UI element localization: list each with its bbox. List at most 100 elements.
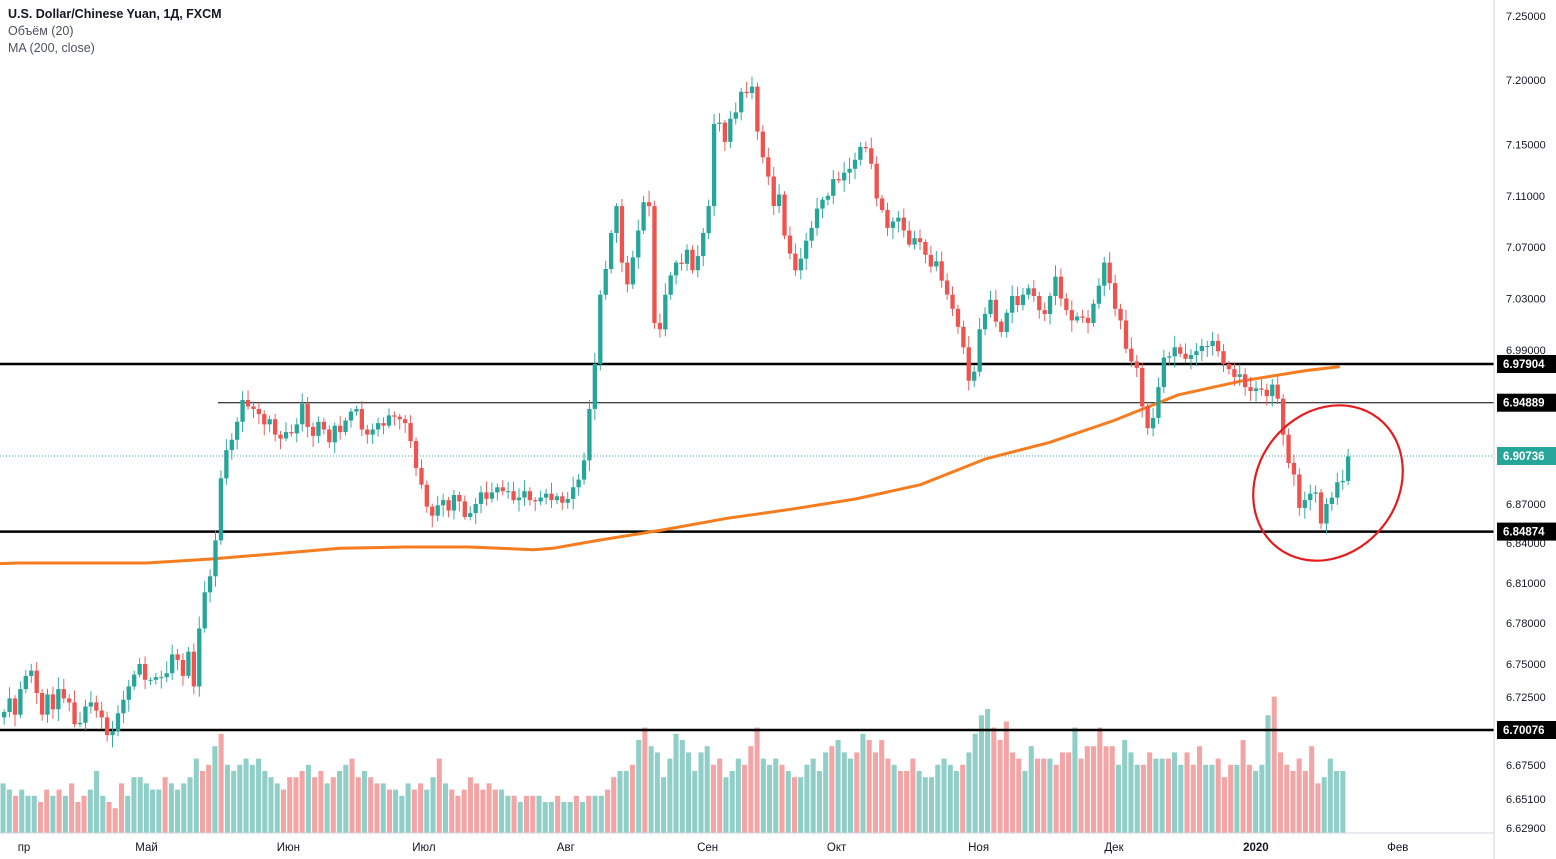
candle-body bbox=[1259, 388, 1264, 390]
volume-bar bbox=[667, 758, 673, 833]
candle-body bbox=[1145, 406, 1150, 429]
volume-bar bbox=[393, 789, 399, 833]
volume-bar bbox=[991, 727, 997, 833]
candle-body bbox=[186, 651, 191, 676]
volume-bar bbox=[891, 764, 897, 833]
volume-bar bbox=[586, 795, 592, 833]
volume-bar bbox=[150, 789, 156, 833]
volume-bar bbox=[499, 789, 505, 833]
x-tick-label: Фев bbox=[1387, 842, 1408, 854]
volume-bar bbox=[1053, 764, 1059, 833]
candle-body bbox=[614, 206, 619, 234]
candle-body bbox=[527, 491, 533, 501]
candle-body bbox=[110, 731, 115, 736]
volume-bar bbox=[25, 795, 31, 833]
volume-bar bbox=[442, 783, 449, 833]
candle-body bbox=[197, 628, 202, 687]
candle-body bbox=[576, 479, 581, 488]
volume-bar bbox=[966, 752, 972, 833]
candle-body bbox=[999, 321, 1004, 332]
candle-body bbox=[240, 400, 245, 422]
candle-body bbox=[137, 664, 142, 675]
candle-body bbox=[72, 702, 77, 725]
candle-body bbox=[56, 689, 61, 710]
candle-body bbox=[836, 179, 841, 181]
candle-body bbox=[142, 664, 148, 680]
candle-body bbox=[668, 275, 673, 295]
volume-bar bbox=[418, 783, 424, 833]
candle-body bbox=[912, 238, 917, 245]
candle-body bbox=[446, 500, 451, 511]
volume-bar bbox=[330, 777, 336, 833]
volume-bar bbox=[810, 758, 816, 833]
candle-body bbox=[581, 460, 587, 480]
y-tick-label: 7.15000 bbox=[1506, 139, 1546, 151]
candle-body bbox=[403, 419, 408, 424]
candle-body bbox=[1183, 353, 1188, 359]
volume-bar bbox=[181, 783, 187, 833]
candle-body bbox=[896, 217, 901, 222]
candle-body bbox=[310, 426, 316, 436]
candle-body bbox=[804, 240, 809, 259]
candle-body bbox=[831, 179, 836, 196]
volume-bar bbox=[1240, 740, 1246, 833]
candle-body bbox=[955, 308, 961, 327]
volume-bar bbox=[1084, 746, 1090, 833]
volume-bar bbox=[199, 771, 206, 833]
candle-body bbox=[256, 409, 262, 415]
candle-body bbox=[1286, 434, 1291, 463]
volume-bar bbox=[112, 808, 118, 833]
volume-bar bbox=[1265, 715, 1271, 833]
candle-body bbox=[982, 313, 988, 330]
volume-bar bbox=[212, 746, 218, 833]
volume-bar bbox=[218, 733, 224, 833]
candle-body bbox=[468, 513, 473, 517]
volume-bar bbox=[523, 795, 530, 833]
candle-body bbox=[262, 414, 267, 425]
volume-bar bbox=[904, 771, 910, 833]
volume-bar bbox=[866, 740, 872, 833]
volume-bar bbox=[87, 789, 93, 833]
candle-body bbox=[1215, 340, 1221, 352]
candle-body bbox=[603, 269, 608, 295]
volume-bar bbox=[318, 771, 324, 833]
candle-body bbox=[50, 694, 56, 710]
volume-bar bbox=[1059, 752, 1065, 833]
candle-body bbox=[560, 496, 565, 503]
candle-body bbox=[1340, 480, 1345, 483]
volume-bar bbox=[231, 771, 237, 833]
candle-body bbox=[1080, 316, 1085, 318]
volume-bar bbox=[1228, 764, 1234, 833]
candle-body bbox=[1302, 500, 1307, 508]
candle-body bbox=[1129, 348, 1134, 362]
candle-body bbox=[359, 409, 365, 430]
volume-bar bbox=[1334, 771, 1340, 833]
candle-body bbox=[950, 294, 955, 309]
volume-bar bbox=[118, 783, 124, 833]
candle-body bbox=[809, 227, 814, 241]
candle-body bbox=[516, 497, 522, 501]
volume-bar bbox=[1072, 727, 1078, 833]
candle-body bbox=[305, 403, 310, 427]
volume-bar bbox=[1215, 758, 1221, 833]
candle-body bbox=[1297, 474, 1302, 508]
volume-bar bbox=[1010, 752, 1016, 833]
candle-body bbox=[170, 654, 175, 674]
candle-body bbox=[408, 423, 413, 442]
volume-bar bbox=[100, 795, 106, 833]
volume-bar bbox=[735, 758, 741, 833]
volume-bar bbox=[673, 733, 679, 833]
volume-bar bbox=[312, 777, 318, 833]
volume-bar bbox=[274, 783, 280, 833]
x-tick-label: 2020 bbox=[1243, 842, 1269, 854]
candle-body bbox=[1178, 347, 1183, 354]
candle-body bbox=[229, 439, 234, 451]
volume-bar bbox=[430, 777, 436, 833]
candle-body bbox=[652, 206, 657, 323]
candle-body bbox=[538, 497, 543, 502]
candle-body bbox=[386, 415, 392, 426]
volume-bar bbox=[773, 758, 779, 833]
candle-body bbox=[283, 432, 289, 439]
volume-bar bbox=[1122, 740, 1128, 833]
